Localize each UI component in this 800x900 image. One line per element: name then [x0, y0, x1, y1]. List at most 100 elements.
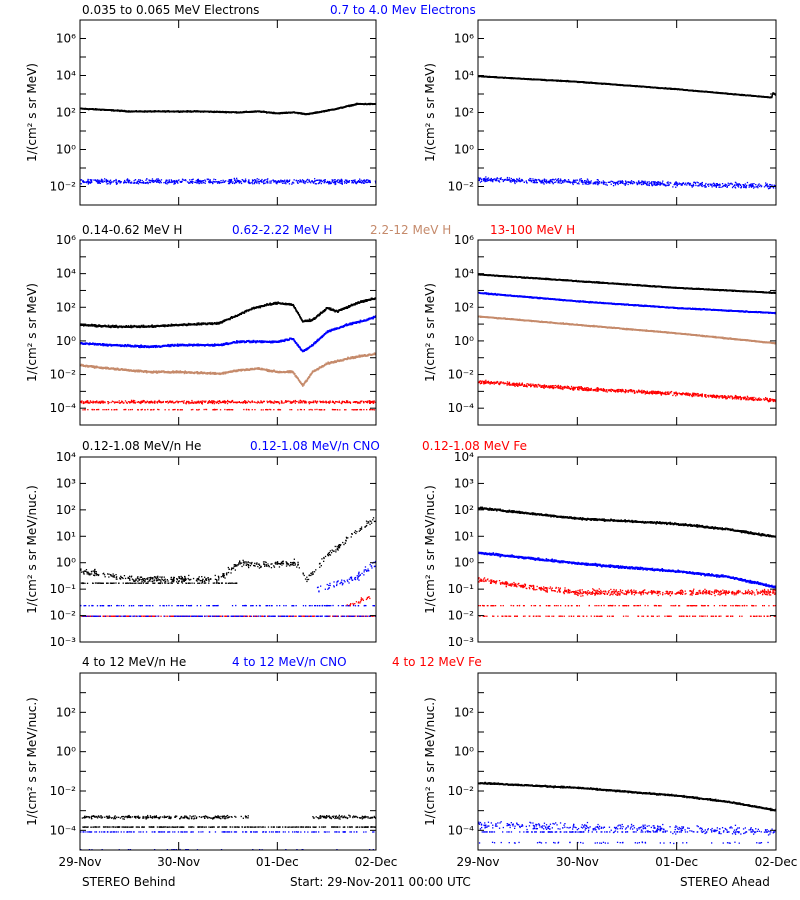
data-point — [204, 179, 206, 181]
data-point — [108, 181, 110, 183]
data-point — [195, 181, 197, 184]
data-point — [514, 181, 516, 183]
data-point — [328, 307, 331, 309]
data-point — [486, 178, 488, 180]
data-point — [620, 181, 622, 183]
data-point — [176, 343, 179, 345]
data-point — [296, 181, 298, 183]
data-point — [598, 181, 601, 183]
data-point — [319, 179, 321, 181]
data-point — [307, 178, 309, 181]
data-point — [543, 183, 545, 185]
data-point — [543, 179, 545, 181]
data-point — [134, 344, 136, 347]
data-point — [251, 179, 254, 181]
data-point — [97, 180, 99, 183]
data-point — [84, 323, 87, 326]
data-point — [183, 179, 185, 181]
data-point — [115, 180, 118, 182]
data-point — [632, 183, 634, 185]
data-point — [334, 181, 337, 184]
data-point — [295, 309, 297, 311]
data-point — [709, 183, 711, 185]
data-point — [490, 179, 492, 181]
data-point — [253, 182, 256, 185]
data-point — [610, 183, 612, 185]
data-point — [333, 328, 336, 331]
data-point — [530, 178, 532, 180]
data-point — [272, 179, 274, 181]
data-point — [170, 181, 172, 184]
data-point — [352, 181, 354, 184]
data-point — [518, 180, 520, 182]
data-point — [345, 181, 347, 183]
y-tick-label: 10² — [56, 106, 76, 120]
data-point — [107, 182, 109, 185]
data-point — [214, 343, 216, 345]
data-point — [587, 179, 589, 181]
data-point — [173, 183, 175, 185]
data-point — [597, 183, 599, 185]
data-point — [276, 183, 278, 185]
data-point — [552, 183, 554, 185]
data-point — [143, 371, 145, 373]
data-point — [766, 183, 768, 185]
data-point — [627, 183, 629, 186]
data-point — [586, 183, 588, 185]
data-point — [364, 180, 366, 182]
data-point — [326, 180, 329, 183]
data-point — [244, 178, 247, 180]
data-point — [485, 179, 487, 181]
data-point — [606, 184, 608, 186]
data-point — [707, 184, 709, 186]
data-point — [176, 181, 178, 183]
data-point — [278, 180, 280, 182]
data-point — [621, 180, 623, 182]
data-point — [148, 181, 151, 183]
data-point — [285, 180, 287, 183]
data-point — [341, 181, 343, 183]
data-point — [367, 181, 369, 183]
data-point — [347, 181, 349, 183]
data-point — [222, 179, 224, 181]
data-point — [168, 179, 170, 181]
data-point — [274, 301, 276, 304]
data-point — [744, 183, 746, 185]
data-point — [535, 179, 537, 181]
data-point — [623, 183, 625, 185]
data-point — [692, 183, 694, 185]
data-point — [335, 328, 338, 330]
data-point — [674, 183, 676, 186]
y-tick-label: 10⁰ — [56, 143, 76, 157]
data-point — [659, 182, 662, 185]
data-point — [295, 180, 297, 182]
data-point — [91, 181, 93, 183]
series-black-0 — [478, 75, 776, 99]
data-point — [189, 179, 191, 181]
data-point — [245, 310, 248, 313]
data-point — [261, 178, 263, 181]
data-point — [173, 180, 175, 182]
data-point — [638, 182, 640, 184]
data-point — [99, 181, 101, 183]
data-point — [603, 183, 605, 185]
data-point — [688, 183, 690, 185]
data-point — [725, 184, 727, 186]
data-point — [368, 181, 370, 183]
data-point — [603, 181, 606, 183]
data-point — [669, 181, 671, 184]
data-point — [103, 344, 105, 347]
data-point — [192, 178, 194, 180]
data-point — [176, 344, 178, 346]
data-point — [127, 325, 130, 327]
data-point — [771, 184, 773, 186]
data-point — [190, 181, 193, 183]
data-point — [650, 182, 652, 184]
data-point — [563, 180, 565, 182]
data-point — [666, 182, 668, 184]
data-point — [578, 183, 580, 185]
data-point — [531, 180, 533, 182]
data-point — [609, 181, 611, 183]
data-point — [646, 181, 648, 183]
data-point — [555, 181, 557, 183]
